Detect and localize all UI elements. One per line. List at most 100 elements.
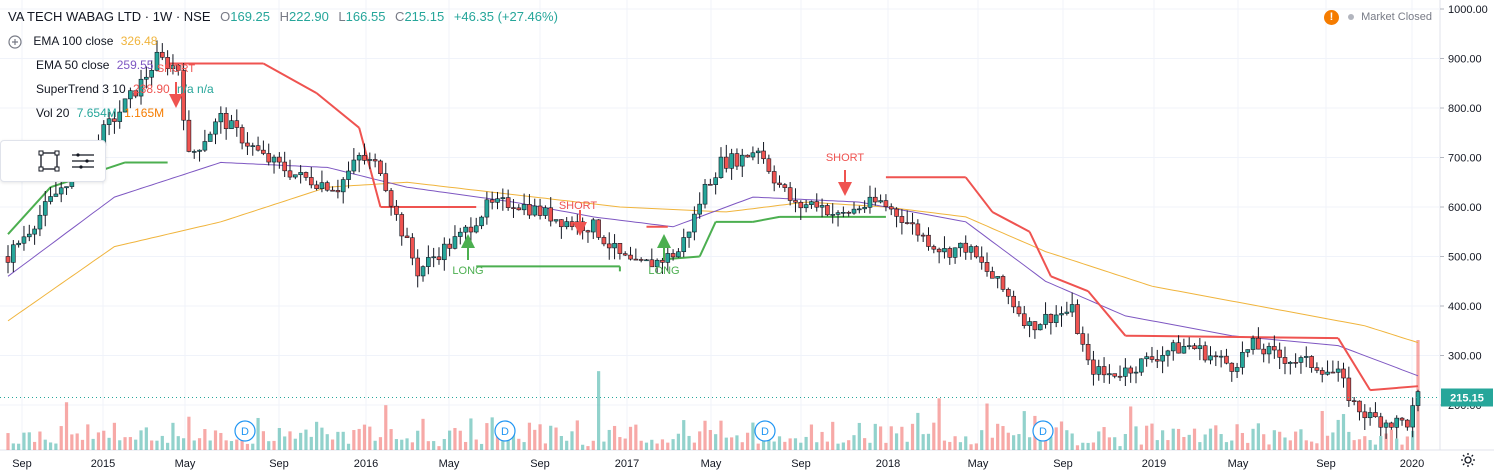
volume-bar [394, 439, 399, 450]
volume-bar [118, 440, 122, 450]
volume-bar [634, 424, 638, 450]
volume-bar [144, 427, 148, 450]
candle-body [447, 243, 452, 249]
dividend-marker-label: D [501, 426, 509, 438]
circle-icon[interactable] [8, 35, 22, 49]
volume-bar [549, 425, 553, 450]
volume-bar [1357, 439, 1362, 450]
volume-bar [937, 398, 941, 450]
candle-body [266, 153, 272, 163]
indicator-supertrend[interactable]: SuperTrend 3 10 238.90 n/a n/a [36, 82, 214, 96]
candle-body [697, 203, 702, 215]
candle-body [261, 149, 266, 154]
candle-body [64, 186, 69, 189]
volume-bar [400, 439, 404, 450]
volume-bar [815, 442, 819, 450]
volume-bar [1208, 428, 1213, 450]
volume-bar [1389, 429, 1393, 450]
candle-body [1410, 405, 1415, 428]
rectangle-icon[interactable] [35, 147, 63, 175]
volume-bar [1262, 434, 1266, 450]
candle-body [473, 225, 479, 233]
volume-bar [1038, 439, 1042, 450]
volume-bar [703, 420, 707, 450]
indicator-ema50[interactable]: EMA 50 close 259.55 [36, 58, 153, 72]
drawing-toolbox[interactable] [0, 140, 106, 182]
volume-bar [964, 436, 968, 450]
x-tick-label: Sep [1316, 458, 1336, 470]
volume-bar [293, 438, 297, 450]
short-signal-label: SHORT [826, 152, 865, 164]
candle-body [1272, 346, 1277, 351]
volume-bar [362, 424, 367, 450]
candle-body [851, 208, 857, 214]
candle-body [942, 248, 947, 253]
low-label: L [338, 9, 346, 24]
volume-bar [86, 424, 90, 450]
x-tick-label: May [1228, 458, 1249, 470]
candle-body [1383, 422, 1389, 428]
candle-body [128, 90, 133, 100]
candle-body [739, 154, 745, 167]
candle-body [191, 151, 197, 153]
candle-body [1341, 368, 1346, 379]
dividend-marker [1032, 420, 1054, 442]
volume-bar [1129, 406, 1133, 450]
candle-body [596, 219, 601, 238]
volume-bar [1027, 437, 1032, 450]
candle-body [175, 64, 181, 71]
y-tick-label: 300.00 [1448, 351, 1482, 363]
market-status: ! Market Closed [1323, 10, 1432, 25]
candle-body [846, 212, 851, 214]
indicator-volume[interactable]: Vol 20 7.654M 1.165M [36, 106, 164, 120]
volume-bar [916, 412, 920, 450]
candle-body [1064, 311, 1070, 314]
candle-body [1085, 343, 1091, 361]
menu-lines-icon[interactable] [69, 147, 97, 175]
volume-bar [804, 436, 808, 450]
candle-body [11, 244, 16, 263]
candle-body [963, 242, 969, 253]
gear-icon[interactable] [1460, 452, 1476, 468]
volume-bar [107, 437, 111, 450]
volume-bar [1139, 444, 1143, 450]
candle-body [511, 207, 516, 209]
short-signal-arrow [838, 182, 852, 196]
volume-bar [1198, 442, 1202, 450]
candle-body [830, 214, 836, 216]
candle-body [122, 98, 128, 113]
volume-bar [1081, 442, 1085, 450]
volume-label: Vol 20 [36, 106, 70, 120]
candle-body [1389, 422, 1394, 428]
candle-body [638, 259, 644, 261]
volume-bar [884, 442, 888, 450]
candle-body [53, 193, 59, 197]
candle-body [388, 190, 394, 207]
candle-body [904, 222, 910, 224]
volume-bar [1373, 444, 1378, 450]
candle-body [1139, 358, 1144, 373]
volume-bar [54, 443, 58, 450]
volume-bar [309, 436, 313, 450]
volume-bar [38, 431, 42, 450]
volume-bar [926, 433, 931, 450]
candle-body [548, 207, 554, 222]
x-tick-label: Sep [1053, 458, 1073, 470]
volume-bar [187, 416, 191, 450]
y-tick-label: 400.00 [1448, 301, 1482, 313]
volume-bar [974, 443, 978, 450]
candle-body [16, 242, 21, 246]
candle-body [606, 243, 612, 249]
candle-body [612, 243, 617, 249]
indicator-ema100[interactable]: EMA 100 close 326.48 [8, 34, 157, 49]
candle-body [1128, 367, 1133, 374]
warning-icon[interactable]: ! [1323, 10, 1339, 25]
candle-body [223, 113, 229, 130]
volume-bar [873, 423, 877, 450]
volume-bar [1113, 437, 1117, 450]
candle-body [245, 142, 250, 147]
volume-bar [522, 442, 526, 450]
volume-bar [176, 436, 180, 450]
volume-bar [751, 422, 755, 450]
